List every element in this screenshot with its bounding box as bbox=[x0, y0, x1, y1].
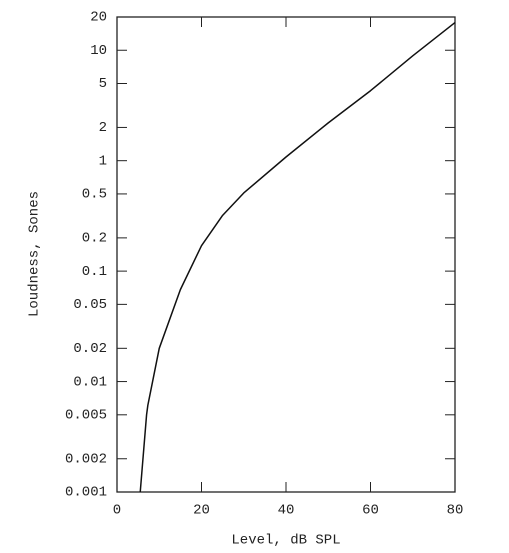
y-tick-label: 0.2 bbox=[82, 231, 107, 247]
y-tick-label: 1 bbox=[99, 153, 107, 169]
x-tick-label: 80 bbox=[447, 503, 464, 519]
y-tick-label: 0.05 bbox=[73, 297, 107, 313]
y-tick-label: 0.1 bbox=[82, 264, 107, 280]
x-axis-label: Level, dB SPL bbox=[231, 533, 340, 549]
y-tick-label: 0.5 bbox=[82, 187, 107, 203]
line-series bbox=[139, 21, 456, 493]
y-tick-label: 2 bbox=[99, 120, 107, 136]
y-tick-label: 5 bbox=[99, 76, 107, 92]
x-tick-label: 0 bbox=[113, 503, 121, 519]
y-tick-label: 0.005 bbox=[65, 408, 107, 424]
plot-frame bbox=[116, 16, 456, 493]
y-tick-label: 0.02 bbox=[73, 341, 107, 357]
x-tick-label: 20 bbox=[193, 503, 210, 519]
y-tick-label: 20 bbox=[90, 10, 107, 26]
y-axis-label: Loudness, Sones bbox=[27, 191, 43, 317]
x-tick-label: 40 bbox=[278, 503, 295, 519]
y-tick-label: 0.002 bbox=[65, 451, 107, 467]
y-tick-label: 10 bbox=[90, 43, 107, 59]
x-tick-label: 60 bbox=[362, 503, 379, 519]
y-tick-label: 0.001 bbox=[65, 485, 107, 501]
y-tick-label: 0.01 bbox=[73, 374, 107, 390]
